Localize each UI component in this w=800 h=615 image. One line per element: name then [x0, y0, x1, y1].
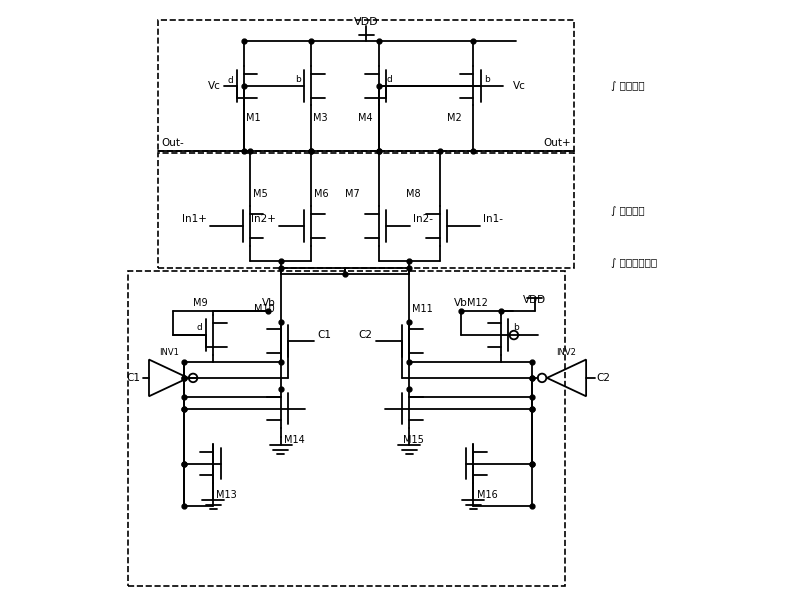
Text: INV2: INV2: [557, 347, 577, 357]
Text: M15: M15: [403, 435, 424, 445]
Text: d: d: [227, 76, 234, 85]
Text: M9: M9: [193, 298, 207, 308]
Text: M10: M10: [254, 304, 274, 314]
Text: INV1: INV1: [158, 347, 178, 357]
Text: In2-: In2-: [414, 214, 434, 224]
Text: In1-: In1-: [482, 214, 502, 224]
Text: M6: M6: [314, 189, 329, 199]
Text: VDD: VDD: [354, 17, 378, 26]
Text: VDD: VDD: [523, 295, 546, 304]
Text: Out+: Out+: [544, 138, 571, 148]
Text: Out-: Out-: [162, 138, 184, 148]
Text: Vb: Vb: [262, 298, 275, 308]
Text: b: b: [514, 323, 519, 332]
Text: M7: M7: [345, 189, 360, 199]
Text: Vc: Vc: [208, 81, 222, 91]
Text: M16: M16: [477, 490, 498, 501]
Text: M11: M11: [412, 304, 433, 314]
Text: C1: C1: [126, 373, 141, 383]
Text: M3: M3: [313, 113, 328, 123]
Text: M8: M8: [406, 189, 421, 199]
Text: In1+: In1+: [182, 214, 207, 224]
Text: ∫ 输入电路: ∫ 输入电路: [611, 206, 645, 216]
Text: ∫ 负载电路: ∫ 负载电路: [611, 81, 645, 91]
Text: d: d: [386, 75, 393, 84]
Text: C2: C2: [596, 373, 610, 383]
Text: M1: M1: [246, 113, 260, 123]
Text: In2+: In2+: [251, 214, 276, 224]
Text: b: b: [484, 75, 490, 84]
Text: M2: M2: [447, 113, 462, 123]
Text: M13: M13: [216, 490, 237, 501]
Text: C1: C1: [318, 330, 331, 340]
Text: M14: M14: [284, 435, 305, 445]
Text: C2: C2: [358, 330, 373, 340]
Text: ∫ 输入选择电路: ∫ 输入选择电路: [611, 258, 658, 268]
Bar: [158, 153, 574, 268]
Text: d: d: [197, 323, 202, 332]
Text: M4: M4: [358, 113, 373, 123]
Text: Vc: Vc: [514, 81, 526, 91]
Text: Vb: Vb: [454, 298, 468, 308]
Bar: [158, 20, 574, 151]
Text: M5: M5: [253, 189, 268, 199]
Text: b: b: [295, 75, 301, 84]
Text: M12: M12: [467, 298, 488, 308]
Bar: [127, 271, 566, 586]
